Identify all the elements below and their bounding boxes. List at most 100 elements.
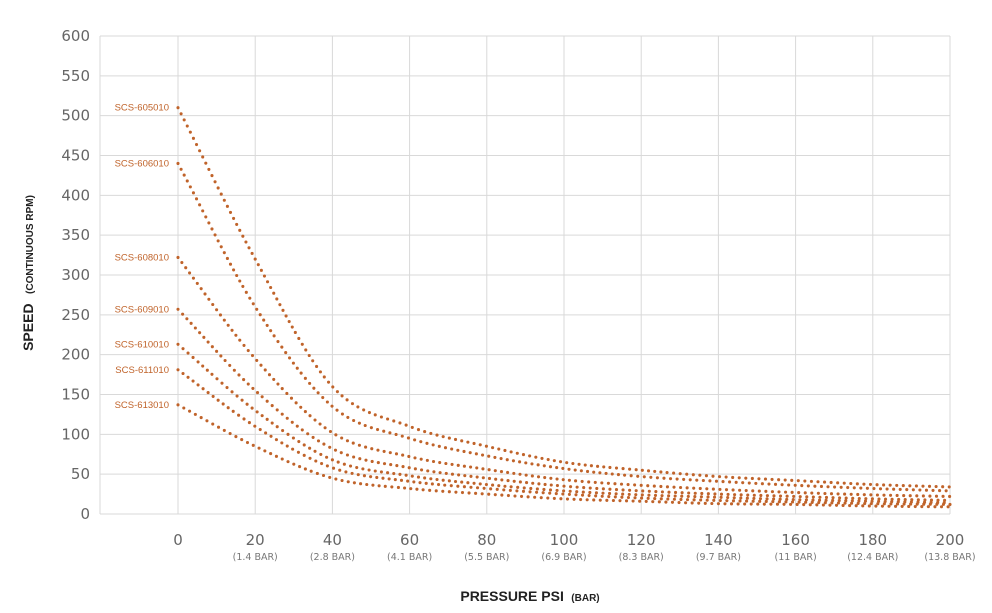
data-point: [731, 488, 735, 492]
data-point: [600, 494, 604, 498]
data-point: [772, 497, 776, 501]
data-point: [843, 492, 847, 496]
data-point: [244, 290, 248, 294]
data-point: [228, 210, 233, 214]
data-point: [706, 492, 710, 496]
data-point: [484, 444, 488, 448]
data-point: [469, 465, 473, 469]
data-point: [406, 479, 410, 483]
data-point: [298, 465, 302, 469]
data-point: [533, 495, 537, 499]
data-point: [404, 473, 408, 477]
data-point: [548, 488, 553, 492]
series-SCS-611010: [176, 368, 952, 506]
data-point: [711, 474, 715, 478]
data-point: [487, 476, 492, 481]
data-point: [325, 455, 329, 459]
data-point: [369, 426, 373, 430]
data-point: [237, 413, 241, 417]
data-point: [586, 469, 590, 474]
data-point: [685, 472, 689, 476]
data-point: [435, 477, 439, 482]
x-tick-sublabel: (2.8 BAR): [310, 552, 355, 563]
data-point: [703, 501, 707, 505]
data-point: [367, 468, 371, 472]
data-point: [907, 504, 911, 509]
data-point: [242, 378, 246, 382]
data-point: [692, 486, 696, 490]
data-point: [701, 478, 705, 483]
data-point: [278, 303, 282, 307]
data-point: [375, 475, 379, 480]
data-point: [611, 498, 615, 503]
data-point: [388, 431, 392, 435]
data-point: [729, 502, 734, 506]
data-point: [270, 404, 274, 408]
data-point: [207, 167, 211, 171]
x-tick-label: 180: [858, 531, 887, 549]
data-point: [512, 479, 516, 483]
data-point: [877, 497, 881, 501]
data-point: [500, 493, 504, 497]
data-point: [698, 486, 702, 491]
data-point: [205, 419, 209, 423]
data-point: [205, 368, 209, 372]
data-point: [804, 498, 808, 502]
data-point: [293, 330, 297, 335]
data-point: [634, 468, 638, 472]
data-point: [364, 458, 368, 462]
data-point: [396, 485, 400, 490]
data-point: [225, 385, 229, 390]
data-point: [870, 497, 874, 501]
data-point: [291, 447, 295, 451]
data-point: [909, 502, 913, 506]
data-point: [646, 484, 650, 488]
data-point: [739, 496, 743, 500]
data-point: [295, 424, 299, 428]
data-point: [580, 479, 584, 483]
data-point: [852, 486, 856, 490]
data-point: [450, 472, 455, 476]
data-point: [513, 494, 517, 498]
data-point: [674, 490, 678, 495]
data-point: [338, 468, 342, 472]
data-point: [423, 476, 427, 480]
data-point: [594, 491, 598, 495]
x-tick-sublabel: (13.8 BAR): [924, 552, 975, 563]
data-point: [877, 499, 881, 503]
data-point: [386, 417, 390, 421]
data-point: [226, 323, 230, 327]
data-point: [351, 441, 355, 445]
data-point: [456, 448, 460, 452]
data-point: [927, 484, 932, 488]
data-point: [692, 498, 696, 502]
data-point: [926, 505, 930, 509]
data-point: [379, 415, 383, 419]
data-point: [206, 391, 210, 395]
data-point: [928, 502, 932, 506]
data-point: [816, 480, 820, 484]
data-point: [487, 454, 491, 458]
data-point: [575, 485, 579, 489]
data-point: [901, 484, 905, 488]
data-point: [472, 481, 476, 485]
data-point: [601, 491, 605, 495]
data-point: [541, 491, 545, 495]
data-point: [339, 451, 343, 455]
data-point: [883, 497, 888, 501]
data-point: [757, 477, 761, 481]
data-point: [195, 281, 199, 285]
x-tick-label: 160: [781, 531, 810, 549]
data-point: [929, 498, 934, 502]
data-point: [179, 112, 183, 116]
x-tick-label: 20: [246, 531, 265, 549]
data-point: [480, 492, 484, 496]
data-point: [777, 500, 781, 504]
data-point: [714, 479, 719, 483]
data-point: [639, 483, 643, 487]
data-point: [426, 469, 430, 473]
data-point: [534, 455, 538, 459]
series-group: [176, 106, 952, 509]
data-point: [561, 492, 565, 496]
data-point: [500, 478, 504, 482]
